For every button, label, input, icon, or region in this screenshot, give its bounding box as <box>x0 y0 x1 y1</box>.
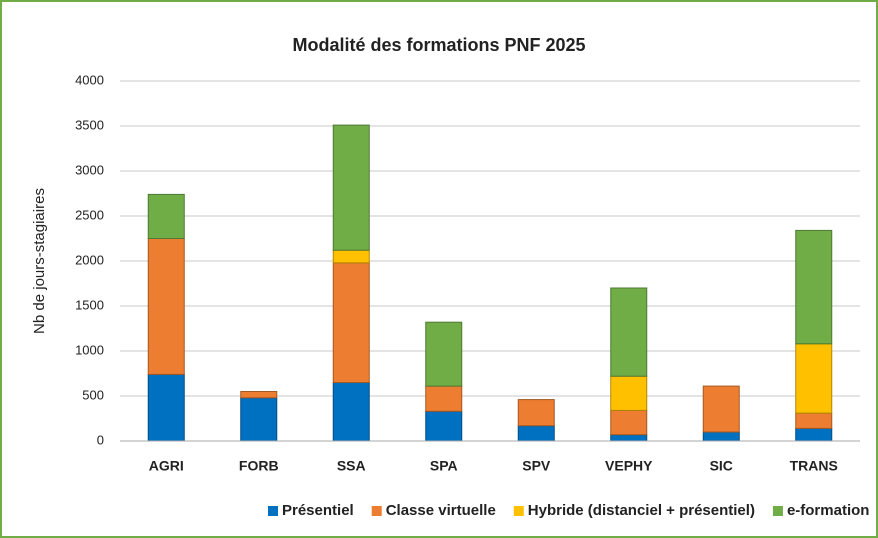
bar-segment <box>795 412 833 429</box>
bar-segment <box>517 425 555 442</box>
bar-segment <box>147 193 185 239</box>
bar-segment <box>425 410 463 442</box>
bar-segment <box>610 434 648 442</box>
x-tick-label: SPA <box>430 458 458 474</box>
legend-label: Classe virtuelle <box>386 502 496 519</box>
y-tick-label: 0 <box>97 432 104 447</box>
bar-segment <box>332 382 370 442</box>
y-axis-label: Nb de jours-stagiaires <box>31 188 48 334</box>
y-tick-label: 1500 <box>75 297 104 312</box>
x-tick-label: SIC <box>710 458 733 474</box>
y-tick-label: 2000 <box>75 252 104 267</box>
legend-swatch <box>513 506 524 516</box>
bar-segment <box>702 431 740 442</box>
bar-segment <box>240 397 278 442</box>
y-tick-label: 500 <box>82 387 104 402</box>
bar-segment <box>795 427 833 442</box>
bar-segment <box>517 399 555 427</box>
bar-segment <box>332 249 370 264</box>
y-tick-label: 3500 <box>75 117 104 132</box>
bar-segment <box>702 385 740 433</box>
bar-segment <box>610 287 648 377</box>
bar-segment <box>610 375 648 411</box>
x-tick-label: TRANS <box>790 458 838 474</box>
bar-segment <box>795 229 833 345</box>
chart-title: Modalité des formations PNF 2025 <box>292 35 585 55</box>
x-tick-label: FORB <box>239 458 279 474</box>
legend-swatch <box>371 506 382 516</box>
bar-segment <box>425 385 463 412</box>
bar-segment <box>425 321 463 387</box>
y-tick-label: 2500 <box>75 207 104 222</box>
bar-segment <box>332 262 370 383</box>
x-tick-label: VEPHY <box>605 458 653 474</box>
bar-segment <box>332 124 370 251</box>
y-tick-label: 4000 <box>75 72 104 87</box>
x-tick-label: SSA <box>337 458 366 474</box>
y-tick-label: 3000 <box>75 162 104 177</box>
y-tick-label: 1000 <box>75 342 104 357</box>
legend-label: Hybride (distanciel + présentiel) <box>528 502 755 519</box>
x-tick-label: AGRI <box>149 458 184 474</box>
legend-label: e-formation <box>787 502 870 519</box>
legend-label: Présentiel <box>282 502 354 519</box>
bar-segment <box>147 238 185 375</box>
legend-swatch <box>268 506 278 516</box>
bar-segment <box>610 409 648 436</box>
bar-segment <box>240 391 278 399</box>
x-tick-label: SPV <box>522 458 551 474</box>
bar-segment <box>795 343 833 414</box>
bar-segment <box>147 373 185 442</box>
legend-swatch <box>772 506 783 516</box>
